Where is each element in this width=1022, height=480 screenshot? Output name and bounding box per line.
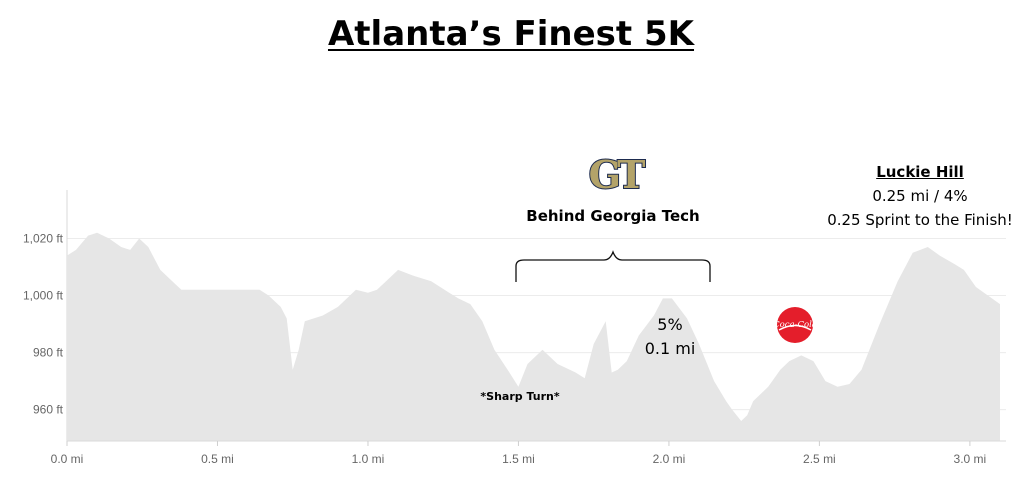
axis-ticks: 960 ft 980 ft 1,000 ft 1,020 ft 0.0 mi 0.5 mi… [23, 231, 1006, 466]
chart-title: Atlanta’s Finest 5K [327, 14, 695, 54]
svg-text:Coca-Cola: Coca-Cola [776, 320, 814, 330]
climb-annotation: 5% 0.1 mi [625, 313, 715, 361]
georgia-tech-label: Behind Georgia Tech [526, 207, 700, 225]
luckie-hill-grade: 0.25 mi / 4% [872, 187, 968, 205]
climb-distance: 0.1 mi [644, 339, 696, 358]
georgia-tech-logo: GT [588, 154, 650, 196]
x-tick-label: 1.0 mi [352, 452, 385, 466]
x-tick-label: 2.0 mi [653, 452, 686, 466]
climb-grade: 5% [657, 315, 683, 334]
coca-cola-logo: Coca-Cola [776, 307, 814, 343]
luckie-hill-annotation: Luckie Hill 0.25 mi / 4% 0.25 Sprint to … [800, 160, 1022, 232]
x-tick-label: 3.0 mi [954, 452, 987, 466]
y-tick-label: 960 ft [33, 403, 64, 417]
y-tick-label: 1,000 ft [23, 289, 64, 303]
sharp-turn-label: *Sharp Turn* [480, 390, 560, 403]
x-tick-label: 0.0 mi [51, 452, 84, 466]
x-tick-label: 2.5 mi [803, 452, 836, 466]
georgia-tech-brace [515, 250, 711, 282]
y-tick-label: 980 ft [33, 346, 64, 360]
y-tick-label: 1,020 ft [23, 231, 64, 245]
luckie-hill-title: Luckie Hill [876, 163, 964, 181]
elevation-area [67, 232, 1000, 441]
x-tick-label: 0.5 mi [201, 452, 234, 466]
luckie-hill-sprint: 0.25 Sprint to the Finish! [827, 211, 1013, 229]
x-tick-label: 1.5 mi [502, 452, 535, 466]
svg-text:GT: GT [589, 154, 645, 196]
